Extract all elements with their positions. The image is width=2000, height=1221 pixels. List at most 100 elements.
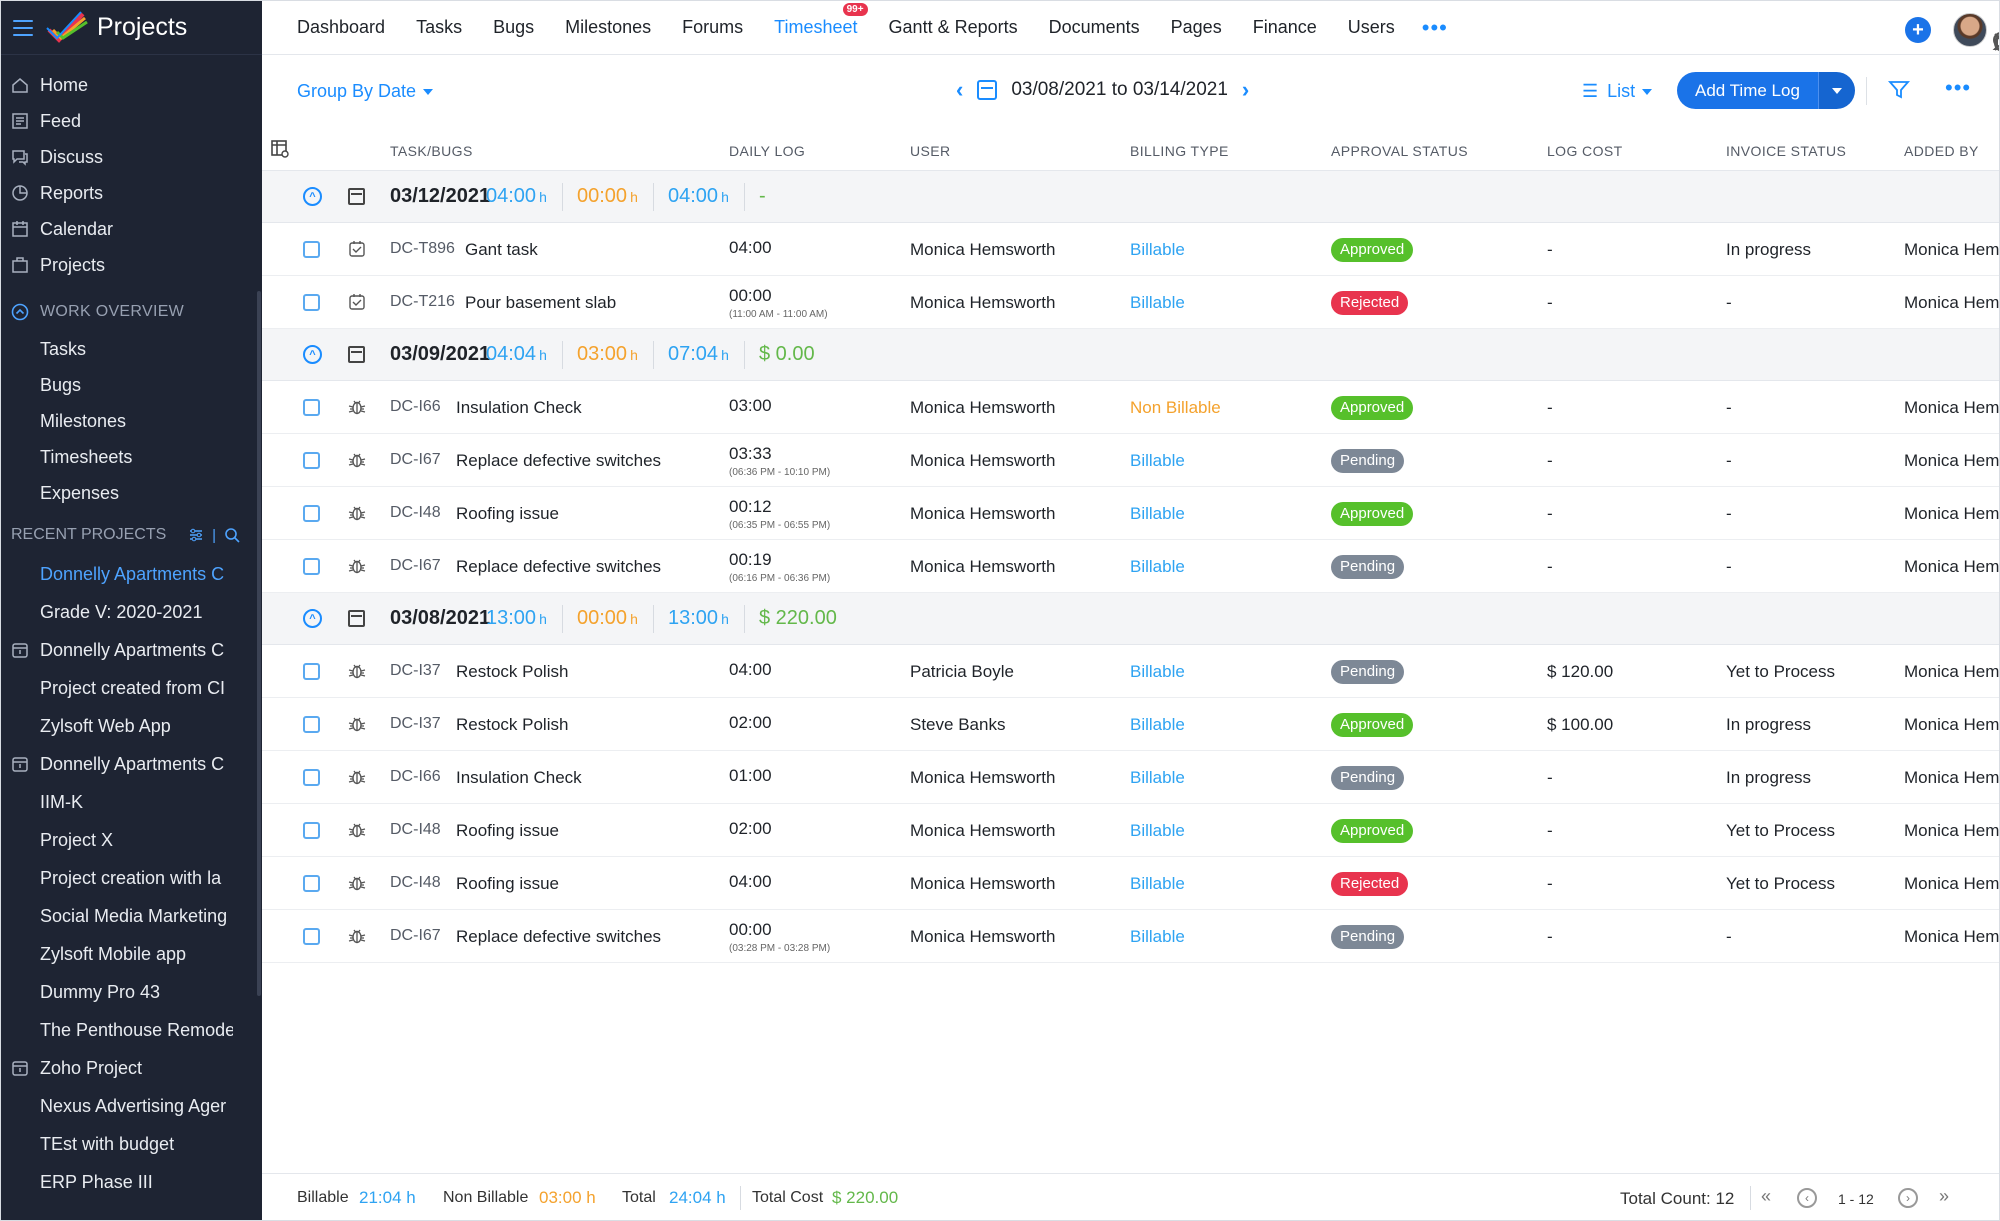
row-checkbox[interactable] xyxy=(303,294,320,311)
user-name[interactable]: Monica Hemsworth xyxy=(910,768,1056,787)
recent-project-item[interactable]: Grade V: 2020-2021 xyxy=(1,593,233,631)
column-settings-icon[interactable] xyxy=(270,139,290,159)
task-id[interactable]: DC-I67 xyxy=(390,557,441,574)
sidebar-item-reports[interactable]: Reports xyxy=(1,175,262,211)
sidebar-item-bugs[interactable]: Bugs xyxy=(40,374,82,395)
sidebar-item-discuss[interactable]: Discuss xyxy=(1,139,262,175)
tab-forums[interactable]: Forums xyxy=(682,17,744,37)
first-page-icon[interactable]: « xyxy=(1761,1186,1772,1206)
recent-project-item[interactable]: Project created from CI xyxy=(1,669,233,707)
tab-tasks[interactable]: Tasks xyxy=(416,17,463,37)
add-time-log-button[interactable]: Add Time Log xyxy=(1677,72,1818,109)
collapse-group-icon[interactable]: ^ xyxy=(303,345,322,364)
task-name[interactable]: Insulation Check xyxy=(456,398,582,417)
approval-status-badge[interactable]: Approved xyxy=(1331,819,1414,843)
row-checkbox[interactable] xyxy=(303,558,320,575)
task-name[interactable]: Restock Polish xyxy=(456,662,569,681)
recent-project-item[interactable]: IIM-K xyxy=(1,783,233,821)
quick-add-button[interactable]: + xyxy=(1905,17,1931,43)
approval-status-badge[interactable]: Approved xyxy=(1331,396,1414,420)
user-name[interactable]: Monica Hemsworth xyxy=(910,240,1056,259)
view-dropdown[interactable]: ☰ List xyxy=(1582,81,1653,102)
sidebar-item-expenses[interactable]: Expenses xyxy=(40,482,120,503)
task-id[interactable]: DC-I37 xyxy=(390,662,441,679)
column-header-user[interactable]: USER xyxy=(910,143,951,159)
task-name[interactable]: Pour basement slab xyxy=(465,293,617,312)
tools-icon[interactable] xyxy=(1991,30,2000,54)
billing-type[interactable]: Billable xyxy=(1130,451,1185,470)
billing-type[interactable]: Non Billable xyxy=(1130,398,1221,417)
tab-users[interactable]: Users xyxy=(1347,17,1395,37)
tab-gantt-reports[interactable]: Gantt & Reports xyxy=(888,17,1018,37)
user-name[interactable]: Monica Hemsworth xyxy=(910,293,1056,312)
task-id[interactable]: DC-T896 xyxy=(390,240,455,257)
task-name[interactable]: Restock Polish xyxy=(456,715,569,734)
user-name[interactable]: Monica Hemsworth xyxy=(910,557,1056,576)
column-header-log-cost[interactable]: LOG COST xyxy=(1547,143,1623,159)
sidebar-item-feed[interactable]: Feed xyxy=(1,103,262,139)
row-checkbox[interactable] xyxy=(303,822,320,839)
approval-status-badge[interactable]: Approved xyxy=(1331,502,1414,526)
task-id[interactable]: DC-I48 xyxy=(390,504,441,521)
recent-project-item[interactable]: Nexus Advertising Ager xyxy=(1,1087,233,1125)
previous-week-icon[interactable]: ‹ xyxy=(956,77,964,102)
last-page-icon[interactable]: » xyxy=(1939,1186,1950,1206)
recent-project-item[interactable]: Social Media Marketing xyxy=(1,897,233,935)
work-overview-header[interactable]: WORK OVERVIEW xyxy=(1,293,262,331)
column-header-billing-type[interactable]: BILLING TYPE xyxy=(1130,143,1229,159)
task-id[interactable]: DC-I66 xyxy=(390,398,441,415)
task-name[interactable]: Roofing issue xyxy=(456,874,560,893)
recent-project-item[interactable]: ERP Phase III xyxy=(1,1163,233,1201)
more-options-icon[interactable]: ••• xyxy=(1945,75,1972,100)
task-name[interactable]: Replace defective switches xyxy=(456,557,662,576)
sidebar-item-tasks[interactable]: Tasks xyxy=(40,338,87,359)
user-name[interactable]: Patricia Boyle xyxy=(910,662,1014,681)
tab-dashboard[interactable]: Dashboard xyxy=(297,17,386,37)
recent-project-item[interactable]: Donnelly Apartments C xyxy=(1,555,233,593)
avatar[interactable] xyxy=(1953,13,1987,47)
tab-timesheet[interactable]: Timesheet 99+ xyxy=(774,3,868,38)
approval-status-badge[interactable]: Approved xyxy=(1331,713,1414,737)
date-range-text[interactable]: 03/08/2021 to 03/14/2021 xyxy=(1011,79,1228,100)
recent-project-item[interactable]: Zylsoft Mobile app xyxy=(1,935,233,973)
approval-status-badge[interactable]: Pending xyxy=(1331,660,1405,684)
column-header-added-by[interactable]: ADDED BY xyxy=(1904,143,1979,159)
user-name[interactable]: Steve Banks xyxy=(910,715,1006,734)
user-name[interactable]: Monica Hemsworth xyxy=(910,504,1056,523)
menu-icon[interactable] xyxy=(13,19,33,36)
sidebar-item-milestones[interactable]: Milestones xyxy=(40,410,127,431)
group-by-dropdown[interactable]: Group By Date xyxy=(297,81,434,102)
tab-documents[interactable]: Documents xyxy=(1048,17,1140,37)
task-name[interactable]: Roofing issue xyxy=(456,821,560,840)
row-checkbox[interactable] xyxy=(303,241,320,258)
task-id[interactable]: DC-I67 xyxy=(390,451,441,468)
row-checkbox[interactable] xyxy=(303,399,320,416)
sidebar-item-projects[interactable]: Projects xyxy=(1,247,262,283)
approval-status-badge[interactable]: Pending xyxy=(1331,925,1405,949)
billing-type[interactable]: Billable xyxy=(1130,504,1185,523)
tab-pages[interactable]: Pages xyxy=(1170,17,1222,37)
task-id[interactable]: DC-I67 xyxy=(390,927,441,944)
collapse-group-icon[interactable]: ^ xyxy=(303,609,322,628)
task-name[interactable]: Roofing issue xyxy=(456,504,560,523)
approval-status-badge[interactable]: Pending xyxy=(1331,449,1405,473)
column-header-task[interactable]: TASK/BUGS xyxy=(390,143,473,159)
recent-project-item[interactable]: Zoho Project xyxy=(1,1049,233,1087)
row-checkbox[interactable] xyxy=(303,875,320,892)
user-name[interactable]: Monica Hemsworth xyxy=(910,874,1056,893)
approval-status-badge[interactable]: Pending xyxy=(1331,766,1405,790)
recent-project-item[interactable]: The Penthouse Remode xyxy=(1,1011,233,1049)
previous-page-icon[interactable]: ‹ xyxy=(1797,1188,1817,1208)
user-name[interactable]: Monica Hemsworth xyxy=(910,398,1056,417)
approval-status-badge[interactable]: Pending xyxy=(1331,555,1405,579)
tab-finance[interactable]: Finance xyxy=(1252,17,1317,37)
sidebar-scrollbar[interactable] xyxy=(257,291,261,996)
recent-project-item[interactable]: Project X xyxy=(1,821,233,859)
row-checkbox[interactable] xyxy=(303,452,320,469)
task-id[interactable]: DC-T216 xyxy=(390,293,455,310)
user-name[interactable]: Monica Hemsworth xyxy=(910,927,1056,946)
user-name[interactable]: Monica Hemsworth xyxy=(910,451,1056,470)
sidebar-item-calendar[interactable]: Calendar xyxy=(1,211,262,247)
billing-type[interactable]: Billable xyxy=(1130,662,1185,681)
recent-project-item[interactable]: Dummy Pro 43 xyxy=(1,973,233,1011)
